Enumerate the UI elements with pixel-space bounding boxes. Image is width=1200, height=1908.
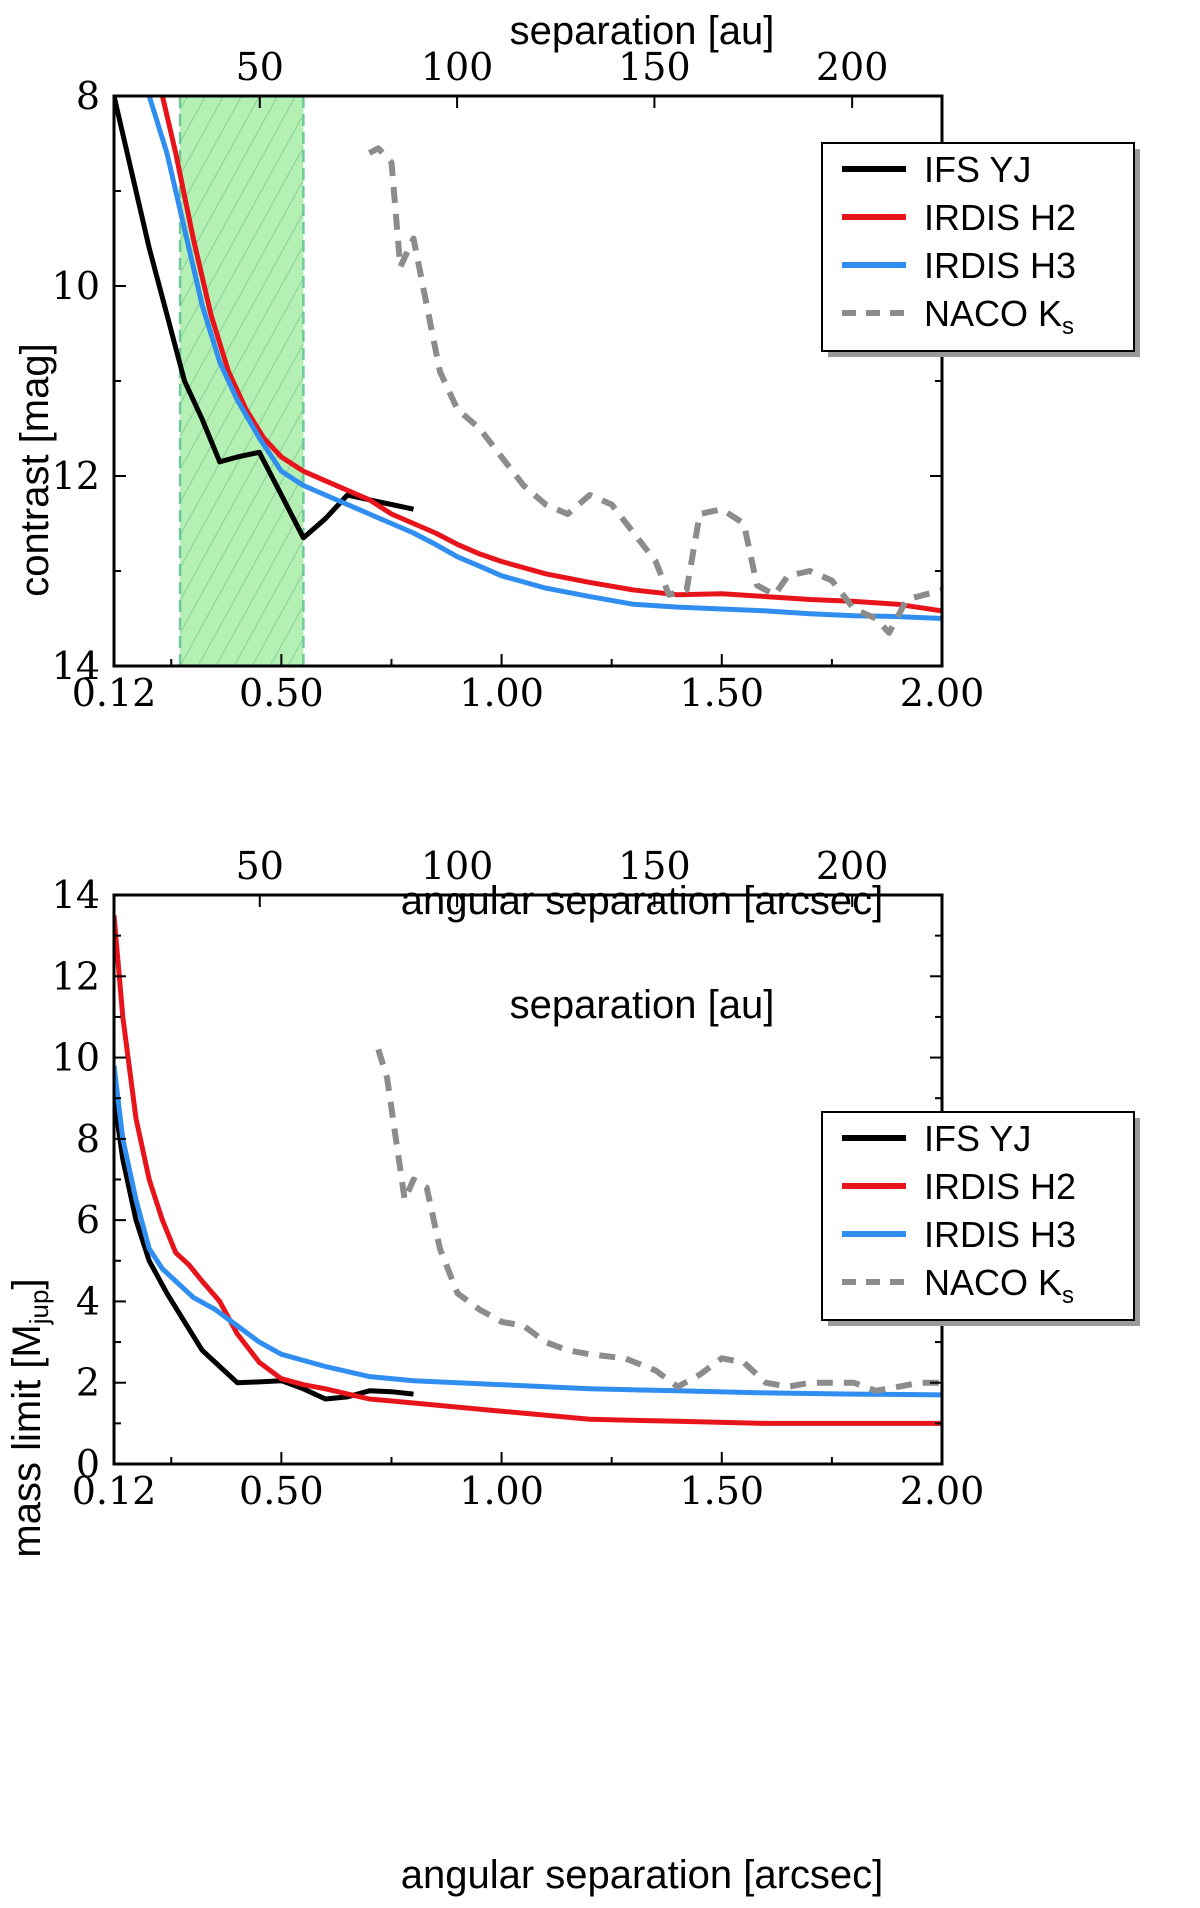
axis-ticks: 0.12 0.50 1.00 1.50 2.00 8 10 12 14 50 100 150 200 [52,45,985,715]
plot-frame [112,893,944,1466]
band-hatch [1188,96,1200,666]
y-tick-label: 10 [52,264,100,308]
y-tick-label: 4 [76,1279,100,1323]
x-tick-label: 0.50 [239,1469,324,1513]
contrast-series [114,96,942,636]
x-tick-label: 1.50 [679,1469,764,1513]
band-hatch [180,113,304,340]
y-tick-label: 10 [52,1036,100,1080]
series-irdis-h2 [159,96,942,614]
band-hatch [180,407,304,635]
y-tick-label: 0 [76,1442,100,1486]
x-axis-label: angular separation [arcsec] [401,1853,884,1897]
top-tick-label: 200 [816,45,889,89]
series-irdis-h3 [114,1065,942,1398]
x-tick-label: 0.12 [72,671,157,715]
band-hatch [180,96,261,242]
y-tick-label: 14 [52,873,100,917]
legend-box [821,1111,1135,1321]
legend-label-ifs: IFS YJ [924,1118,1031,1159]
band-hatch [180,145,304,373]
mass-limit-panel: separation [au] 0.12 0.50 1.00 1.50 2.00 0 2 4 6… [5,844,1140,1897]
top-tick-label: 50 [236,844,284,888]
x-tick-label: 2.00 [900,671,985,715]
legend-label-naco: NACO Ks [924,1262,1074,1309]
top-tick-label: 150 [618,844,691,888]
band-hatch [269,604,304,666]
band-hatch [504,96,818,666]
y-tick-label: 8 [76,1117,100,1161]
x-tick-label: 2.00 [900,1469,985,1513]
legend: IFS YJ IRDIS H2 IRDIS H3 NACO Ks [821,1111,1140,1326]
band-hatch [180,211,304,439]
legend-box [821,142,1135,352]
band-hatch [233,538,304,666]
mass-limit-series [114,915,942,1426]
series-irdis-h2 [114,915,942,1426]
band-hatch [342,96,656,666]
series-irdis-h3 [146,96,942,621]
band-hatch [486,96,800,666]
x-axis-label: angular separation [arcsec] [401,879,884,923]
y-tick-label: 8 [76,74,100,118]
x-tick-label: 0.12 [72,1469,157,1513]
band-hatch [197,473,304,666]
x-tick-label: 1.00 [459,671,544,715]
top-tick-label: 100 [421,844,494,888]
legend-label-h3: IRDIS H3 [924,1214,1076,1255]
legend-label-h3: IRDIS H3 [924,245,1076,286]
band-hatch [378,96,692,666]
band-hatch [1134,96,1200,666]
band-hatch [0,96,8,666]
legend-label-h2: IRDIS H2 [924,1166,1076,1207]
series-naco-ks [367,145,942,636]
band-hatch [180,96,297,308]
top-tick-label: 50 [236,45,284,89]
x-tick-label: 1.00 [459,1469,544,1513]
top-tick-label: 200 [816,844,889,888]
y-axis-label: mass limit [Mjup] [5,1278,54,1557]
band-hatch [215,505,304,666]
y-tick-label: 12 [52,454,100,498]
band-hatch [1152,96,1200,666]
y-tick-label: 6 [76,1198,100,1242]
top-axis-label: separation [au] [510,9,775,53]
band-hatch [180,440,304,666]
band-hatch [180,309,304,537]
top-tick-label: 100 [421,45,494,89]
band-hatch [180,276,304,504]
x-tick-label: 0.50 [239,671,324,715]
contrast-panel: separation [au] 0.12 0.50 1.00 1.50 2.00 8 10 1… [0,9,1200,923]
band-hatch [1170,96,1200,666]
y-tick-label: 14 [52,644,100,688]
band-hatch [180,178,304,406]
top-axis-label: separation [au] [510,983,775,1027]
y-tick-label: 12 [52,954,100,998]
band-hatch [180,96,243,210]
band-hatch [180,342,304,570]
y-axis-label: contrast [mag] [13,343,57,596]
band-hatch [180,96,279,275]
inner-working-region [0,96,1200,666]
x-tick-label: 1.50 [679,671,764,715]
legend-label-ifs: IFS YJ [924,149,1031,190]
y-tick-label: 2 [76,1361,100,1405]
legend-label-naco: NACO Ks [924,293,1074,340]
top-tick-label: 150 [618,45,691,89]
band-hatch [180,375,304,602]
legend: IFS YJ IRDIS H2 IRDIS H3 NACO Ks [821,142,1140,357]
band-hatch [450,96,764,666]
legend-label-h2: IRDIS H2 [924,197,1076,238]
series-ifs-yj [114,1097,414,1402]
